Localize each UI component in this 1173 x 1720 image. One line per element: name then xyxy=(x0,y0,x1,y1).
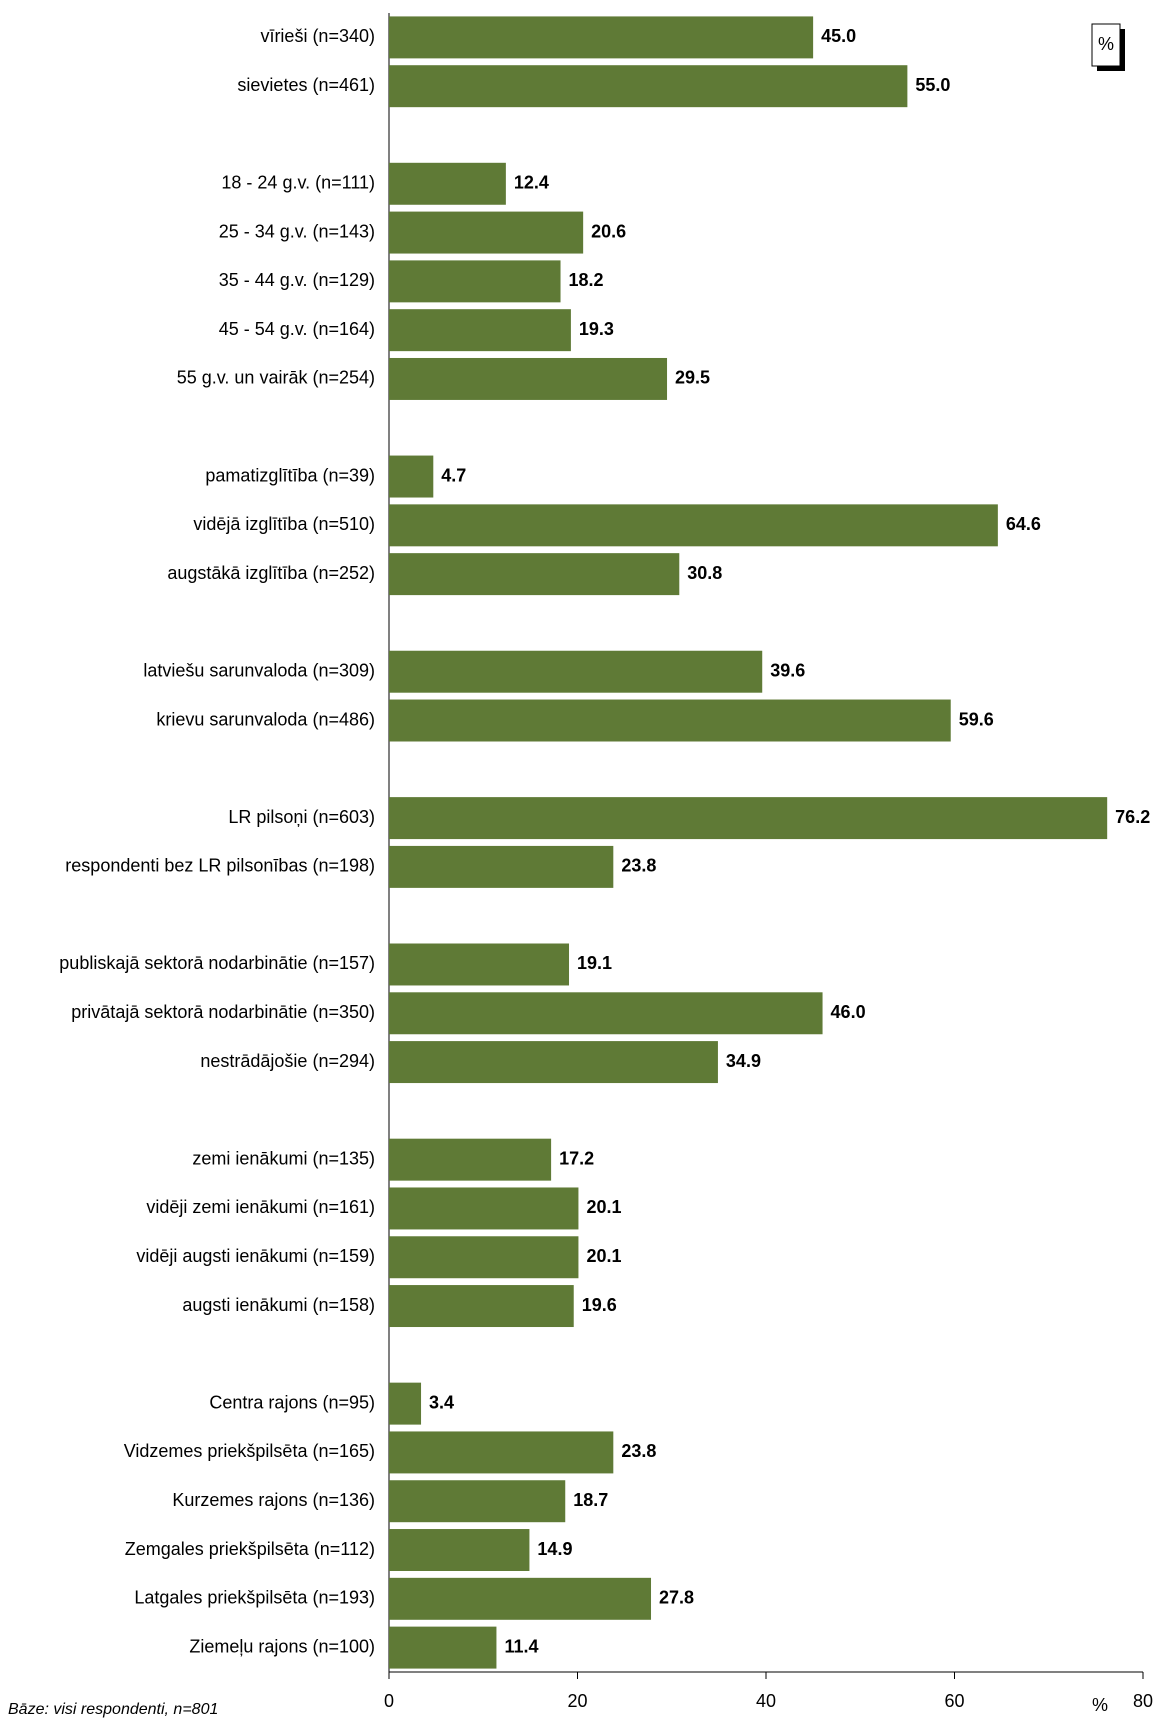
bar xyxy=(389,1138,552,1181)
x-tick-label: 40 xyxy=(756,1691,776,1711)
y-tick-label: augsti ienākumi (n=158) xyxy=(182,1295,375,1315)
value-label: 27.8 xyxy=(659,1588,694,1608)
value-label: 19.6 xyxy=(582,1295,617,1315)
bar xyxy=(389,309,571,352)
y-tick-label: pamatizglītība (n=39) xyxy=(205,465,375,485)
footnote: Bāze: visi respondenti, n=801 xyxy=(8,1701,218,1718)
bar xyxy=(389,1285,574,1328)
y-tick-label: Latgales priekšpilsēta (n=193) xyxy=(134,1588,375,1608)
y-tick-label: vidēji zemi ienākumi (n=161) xyxy=(146,1197,375,1217)
value-label: 12.4 xyxy=(514,173,549,193)
x-tick-label: 0 xyxy=(384,1691,394,1711)
value-label: 29.5 xyxy=(675,368,710,388)
y-tick-label: privātajā sektorā nodarbinātie (n=350) xyxy=(71,1002,375,1022)
x-tick-label: 20 xyxy=(567,1691,587,1711)
y-tick-label: nestrādājošie (n=294) xyxy=(200,1051,375,1071)
bar xyxy=(389,1480,566,1523)
value-label: 34.9 xyxy=(726,1051,761,1071)
bar xyxy=(389,553,680,596)
y-tick-label: 35 - 44 g.v. (n=129) xyxy=(219,270,375,290)
y-tick-label: 25 - 34 g.v. (n=143) xyxy=(219,221,375,241)
unit-badge: % xyxy=(1098,34,1114,54)
bar xyxy=(389,1382,422,1425)
value-label: 30.8 xyxy=(687,563,722,583)
x-axis-label: % xyxy=(1092,1695,1108,1715)
y-tick-label: zemi ienākumi (n=135) xyxy=(192,1148,375,1168)
bar xyxy=(389,699,951,742)
bar xyxy=(389,1431,614,1474)
y-tick-label: publiskajā sektorā nodarbinātie (n=157) xyxy=(59,953,375,973)
value-label: 55.0 xyxy=(915,75,950,95)
bar xyxy=(389,992,823,1035)
y-tick-label: krievu sarunvaloda (n=486) xyxy=(156,709,375,729)
y-tick-label: vidējā izglītība (n=510) xyxy=(193,514,375,534)
y-tick-label: latviešu sarunvaloda (n=309) xyxy=(143,660,375,680)
value-label: 20.1 xyxy=(586,1246,621,1266)
bar xyxy=(389,1236,579,1279)
value-label: 20.6 xyxy=(591,221,626,241)
x-tick-label: 60 xyxy=(944,1691,964,1711)
value-label: 19.1 xyxy=(577,953,612,973)
y-tick-label: vīrieši (n=340) xyxy=(260,26,375,46)
y-tick-label: vidēji augsti ienākumi (n=159) xyxy=(136,1246,375,1266)
value-label: 23.8 xyxy=(621,856,656,876)
bar xyxy=(389,1577,652,1620)
y-tick-label: Centra rajons (n=95) xyxy=(209,1392,375,1412)
y-tick-label: Kurzemes rajons (n=136) xyxy=(172,1490,375,1510)
bar xyxy=(389,1529,530,1571)
value-label: 45.0 xyxy=(821,26,856,46)
value-label: 3.4 xyxy=(429,1392,454,1412)
y-tick-label: respondenti bez LR pilsonības (n=198) xyxy=(65,856,375,876)
badge-box xyxy=(1091,23,1121,67)
y-tick-label: Ziemeļu rajons (n=100) xyxy=(189,1636,375,1656)
value-label: 14.9 xyxy=(537,1539,572,1559)
value-label: 4.7 xyxy=(441,465,466,485)
bar xyxy=(389,16,814,59)
bar xyxy=(389,797,1108,840)
bar xyxy=(389,1187,579,1230)
bar xyxy=(389,1626,497,1669)
value-label: 17.2 xyxy=(559,1148,594,1168)
value-label: 64.6 xyxy=(1006,514,1041,534)
y-tick-label: 55 g.v. un vairāk (n=254) xyxy=(177,368,375,388)
bar xyxy=(389,1041,718,1084)
value-label: 23.8 xyxy=(621,1441,656,1461)
x-tick-label: 80 xyxy=(1133,1691,1153,1711)
bar xyxy=(389,504,998,547)
y-tick-label: 18 - 24 g.v. (n=111) xyxy=(221,173,375,193)
bar xyxy=(389,260,561,303)
value-label: 11.4 xyxy=(504,1636,538,1656)
bar xyxy=(389,845,614,888)
value-label: 18.7 xyxy=(573,1490,608,1510)
y-tick-label: LR pilsoņi (n=603) xyxy=(228,807,375,827)
bar xyxy=(389,650,763,693)
bar xyxy=(389,162,506,205)
y-tick-label: Vidzemes priekšpilsēta (n=165) xyxy=(124,1441,375,1461)
value-label: 46.0 xyxy=(831,1002,866,1022)
bar xyxy=(389,357,668,400)
value-label: 20.1 xyxy=(586,1197,621,1217)
y-tick-label: sievietes (n=461) xyxy=(237,75,375,95)
bar xyxy=(389,211,584,254)
y-tick-label: augstākā izglītība (n=252) xyxy=(167,563,375,583)
bar xyxy=(389,455,434,498)
y-tick-label: Zemgales priekšpilsēta (n=112) xyxy=(125,1539,375,1559)
value-label: 59.6 xyxy=(959,709,994,729)
bar xyxy=(389,943,570,986)
value-label: 19.3 xyxy=(579,319,614,339)
y-tick-label: 45 - 54 g.v. (n=164) xyxy=(219,319,375,339)
bar xyxy=(389,65,908,108)
value-label: 76.2 xyxy=(1115,807,1150,827)
value-label: 18.2 xyxy=(569,270,604,290)
value-label: 39.6 xyxy=(770,660,805,680)
